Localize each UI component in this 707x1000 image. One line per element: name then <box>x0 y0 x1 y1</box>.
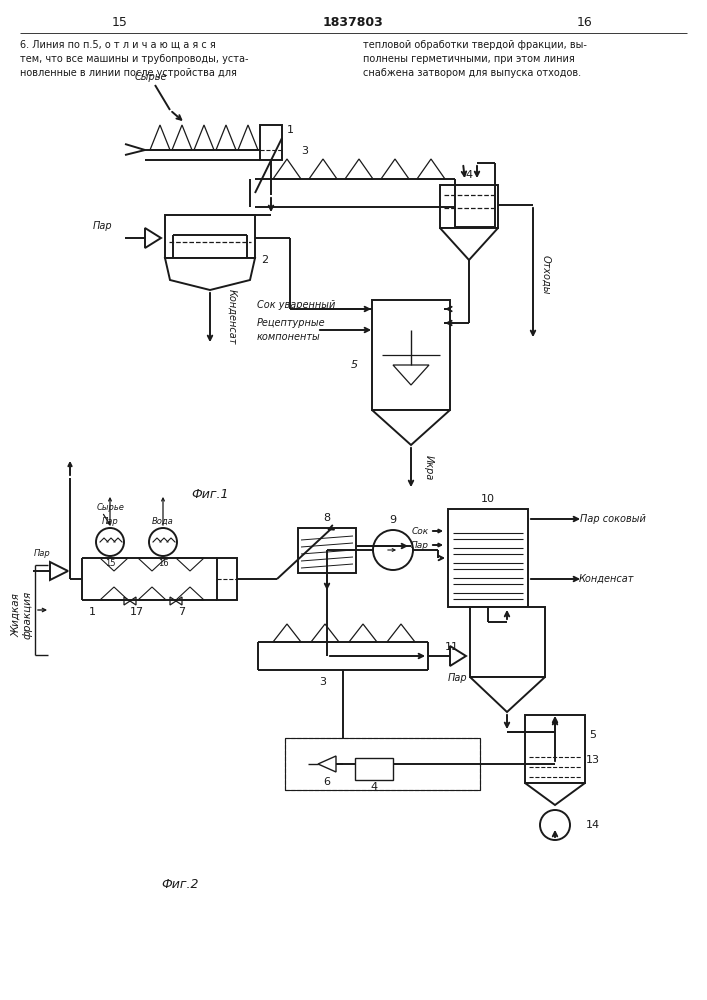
Text: 5: 5 <box>590 730 597 740</box>
Text: 5: 5 <box>351 360 358 370</box>
Polygon shape <box>100 587 128 600</box>
Text: 3: 3 <box>320 677 327 687</box>
Polygon shape <box>124 597 136 605</box>
Text: Пар: Пар <box>102 516 118 526</box>
Text: Икра: Икра <box>424 455 434 481</box>
Text: 15: 15 <box>112 15 128 28</box>
Polygon shape <box>393 365 429 385</box>
Polygon shape <box>311 624 339 642</box>
Circle shape <box>373 530 413 570</box>
Polygon shape <box>176 558 204 571</box>
Polygon shape <box>349 624 377 642</box>
Text: 4: 4 <box>370 782 378 792</box>
Circle shape <box>540 810 570 840</box>
Text: 13: 13 <box>586 755 600 765</box>
Text: 15: 15 <box>105 560 115 568</box>
Text: Вода: Вода <box>152 516 174 526</box>
Text: Рецептурные: Рецептурные <box>257 318 326 328</box>
Text: 4: 4 <box>465 170 472 180</box>
Text: 14: 14 <box>586 820 600 830</box>
Text: Сок: Сок <box>411 526 428 536</box>
Bar <box>217 558 237 600</box>
Text: 17: 17 <box>130 607 144 617</box>
Bar <box>355 758 393 780</box>
Text: 7: 7 <box>178 607 185 617</box>
Text: Пар соковый: Пар соковый <box>580 514 646 524</box>
Polygon shape <box>470 677 545 712</box>
Polygon shape <box>417 159 445 179</box>
Text: 8: 8 <box>323 513 331 523</box>
Circle shape <box>149 528 177 556</box>
Circle shape <box>96 528 124 556</box>
Polygon shape <box>170 597 182 605</box>
Text: 6. Линия по п.5, о т л и ч а ю щ а я с я
тем, что все машины и трубопроводы, уст: 6. Линия по п.5, о т л и ч а ю щ а я с я… <box>20 40 248 78</box>
Text: 6: 6 <box>324 777 330 787</box>
Polygon shape <box>525 783 585 805</box>
Text: Пар: Пар <box>93 221 113 231</box>
Polygon shape <box>273 159 301 179</box>
Polygon shape <box>309 159 337 179</box>
Polygon shape <box>372 410 450 445</box>
Text: Жидкая
фракция: Жидкая фракция <box>11 591 33 639</box>
Polygon shape <box>165 258 255 290</box>
Text: тепловой обработки твердой фракции, вы-
полнены герметичными, при этом линия
сна: тепловой обработки твердой фракции, вы- … <box>363 40 587 78</box>
Polygon shape <box>387 624 415 642</box>
Text: Отходы: Отходы <box>541 255 551 295</box>
Polygon shape <box>216 125 236 150</box>
Text: 1837803: 1837803 <box>322 15 383 28</box>
Text: Конденсат: Конденсат <box>227 289 237 345</box>
Text: 2: 2 <box>262 255 269 265</box>
Polygon shape <box>138 558 166 571</box>
Text: 1: 1 <box>88 607 95 617</box>
Text: Конденсат: Конденсат <box>578 574 633 584</box>
Text: Сырье: Сырье <box>135 72 168 82</box>
Polygon shape <box>440 228 498 260</box>
Text: 11: 11 <box>445 642 459 652</box>
Polygon shape <box>100 558 128 571</box>
Polygon shape <box>176 587 204 600</box>
Text: Пар: Пар <box>411 540 429 550</box>
Text: Фиг.1: Фиг.1 <box>192 488 229 502</box>
Polygon shape <box>138 587 166 600</box>
Polygon shape <box>172 125 192 150</box>
Bar <box>165 215 255 258</box>
Text: 3: 3 <box>301 146 308 156</box>
Text: Фиг.2: Фиг.2 <box>161 879 199 892</box>
Polygon shape <box>194 125 214 150</box>
Polygon shape <box>150 125 170 150</box>
Bar <box>525 715 585 783</box>
Text: компоненты: компоненты <box>257 332 321 342</box>
Text: 9: 9 <box>390 515 397 525</box>
Bar <box>372 300 450 410</box>
Text: Пар: Пар <box>448 673 468 683</box>
Polygon shape <box>238 125 258 150</box>
Polygon shape <box>450 646 466 666</box>
Text: 1: 1 <box>286 125 293 135</box>
Polygon shape <box>345 159 373 179</box>
Polygon shape <box>381 159 409 179</box>
Polygon shape <box>273 624 301 642</box>
Text: Пар: Пар <box>34 548 50 558</box>
Polygon shape <box>50 562 68 580</box>
Text: 10: 10 <box>481 494 495 504</box>
Bar <box>470 607 545 677</box>
Text: 16: 16 <box>577 15 593 28</box>
Bar <box>285 738 480 790</box>
Bar <box>448 509 528 607</box>
Text: Сырье: Сырье <box>97 504 125 512</box>
Text: Сок уваренный: Сок уваренный <box>257 300 335 310</box>
Polygon shape <box>318 756 336 772</box>
Polygon shape <box>145 228 161 248</box>
Text: 16: 16 <box>158 560 168 568</box>
Bar <box>260 125 282 160</box>
Bar <box>440 185 498 228</box>
Bar <box>298 528 356 573</box>
